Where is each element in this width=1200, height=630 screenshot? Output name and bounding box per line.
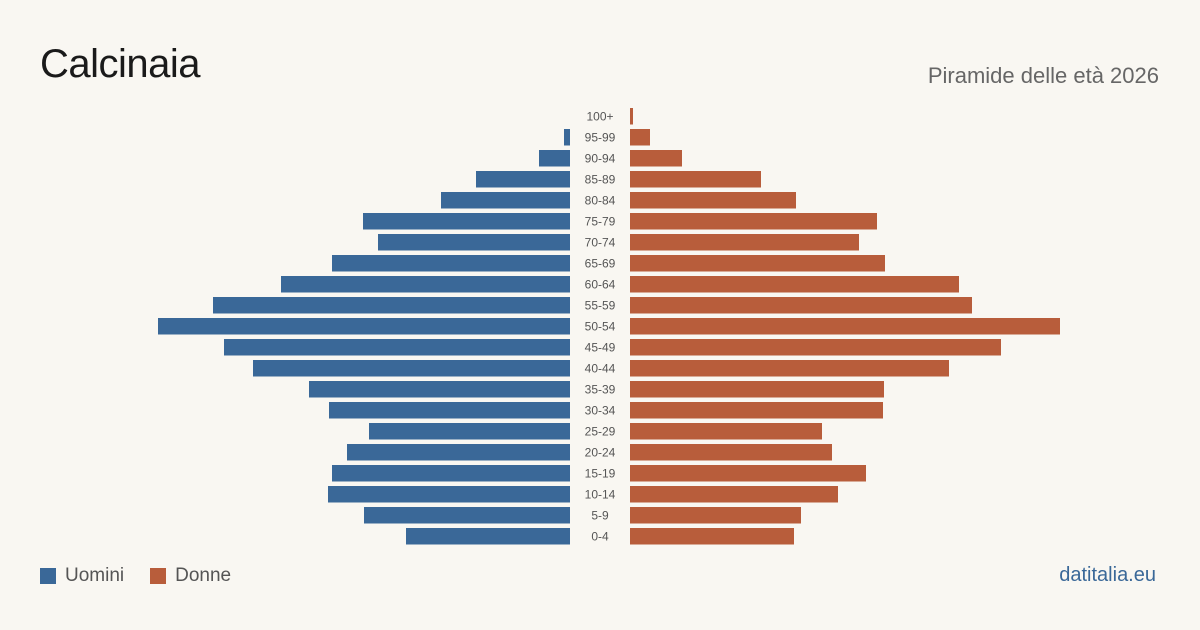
page-title: Calcinaia bbox=[40, 42, 201, 86]
bar-women-35-39 bbox=[630, 381, 884, 398]
age-group-label: 0-4 bbox=[591, 529, 609, 543]
age-group-label: 75-79 bbox=[585, 214, 616, 228]
age-group-label: 55-59 bbox=[585, 298, 616, 312]
bar-women-75-79 bbox=[630, 213, 877, 230]
bar-men-90-94 bbox=[539, 150, 570, 167]
bar-women-30-34 bbox=[630, 402, 883, 419]
bar-women-100 bbox=[630, 108, 633, 125]
chart-subtitle: Piramide delle età 2026 bbox=[927, 63, 1159, 88]
bar-men-50-54 bbox=[158, 318, 570, 335]
bar-men-60-64 bbox=[281, 276, 570, 293]
bar-men-70-74 bbox=[378, 234, 570, 251]
age-group-label: 50-54 bbox=[585, 319, 616, 333]
chart-legend: Uomini Donne bbox=[40, 565, 231, 587]
bar-women-15-19 bbox=[630, 465, 866, 482]
bar-women-70-74 bbox=[630, 234, 859, 251]
bar-women-80-84 bbox=[630, 192, 796, 209]
legend-item-women: Donne bbox=[150, 565, 231, 587]
bar-men-65-69 bbox=[332, 255, 570, 272]
age-group-label: 45-49 bbox=[585, 340, 616, 354]
bar-women-25-29 bbox=[630, 423, 822, 440]
bar-women-10-14 bbox=[630, 486, 838, 503]
bar-men-85-89 bbox=[476, 171, 570, 188]
age-group-label: 15-19 bbox=[585, 466, 616, 480]
age-group-label: 80-84 bbox=[585, 193, 616, 207]
age-group-label: 85-89 bbox=[585, 172, 616, 186]
bar-women-0-4 bbox=[630, 528, 794, 545]
bar-men-30-34 bbox=[329, 402, 570, 419]
age-group-label: 25-29 bbox=[585, 424, 616, 438]
bar-men-80-84 bbox=[441, 192, 570, 209]
bar-men-45-49 bbox=[224, 339, 570, 356]
bar-women-85-89 bbox=[630, 171, 761, 188]
legend-swatch-men bbox=[40, 568, 56, 584]
bar-men-75-79 bbox=[363, 213, 570, 230]
age-group-label: 30-34 bbox=[585, 403, 616, 417]
age-group-label: 95-99 bbox=[585, 130, 616, 144]
bar-men-15-19 bbox=[332, 465, 570, 482]
bar-women-60-64 bbox=[630, 276, 959, 293]
bar-women-65-69 bbox=[630, 255, 885, 272]
bar-men-25-29 bbox=[369, 423, 570, 440]
bar-men-95-99 bbox=[564, 129, 570, 146]
age-group-label: 60-64 bbox=[585, 277, 616, 291]
bar-women-40-44 bbox=[630, 360, 949, 377]
bar-women-5-9 bbox=[630, 507, 801, 524]
bar-men-10-14 bbox=[328, 486, 570, 503]
legend-item-men: Uomini bbox=[40, 565, 124, 587]
bar-men-35-39 bbox=[309, 381, 570, 398]
bar-women-50-54 bbox=[630, 318, 1060, 335]
age-group-label: 100+ bbox=[586, 109, 613, 123]
age-group-label: 90-94 bbox=[585, 151, 616, 165]
bar-men-20-24 bbox=[347, 444, 570, 461]
bar-men-5-9 bbox=[364, 507, 570, 524]
brand-link[interactable]: datitalia.eu bbox=[1059, 564, 1156, 586]
age-group-label: 35-39 bbox=[585, 382, 616, 396]
bar-women-45-49 bbox=[630, 339, 1001, 356]
bar-women-20-24 bbox=[630, 444, 832, 461]
legend-swatch-women bbox=[150, 568, 167, 584]
legend-label-men: Uomini bbox=[65, 565, 125, 586]
age-group-label: 20-24 bbox=[585, 445, 616, 459]
age-group-label: 5-9 bbox=[591, 508, 609, 522]
age-group-label: 10-14 bbox=[585, 487, 616, 501]
bar-men-55-59 bbox=[213, 297, 570, 314]
bar-women-90-94 bbox=[630, 150, 682, 167]
bar-men-40-44 bbox=[253, 360, 570, 377]
age-group-label: 70-74 bbox=[585, 235, 616, 249]
legend-label-women: Donne bbox=[175, 565, 232, 586]
bar-women-95-99 bbox=[630, 129, 650, 146]
bar-men-0-4 bbox=[406, 528, 570, 545]
age-group-label: 65-69 bbox=[585, 256, 616, 270]
bar-women-55-59 bbox=[630, 297, 972, 314]
age-group-label: 40-44 bbox=[585, 361, 616, 375]
